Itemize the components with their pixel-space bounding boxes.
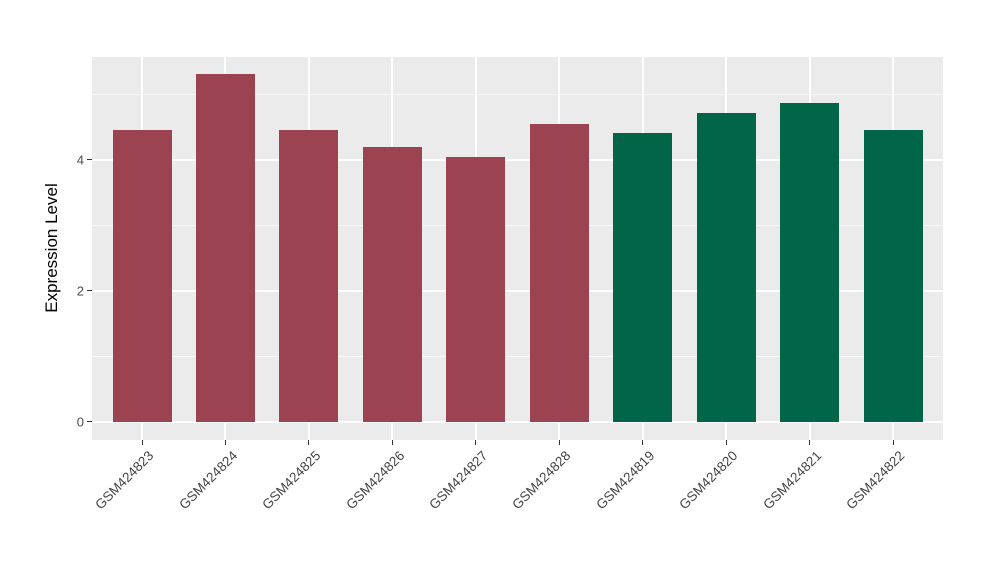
bar-GSM424828 xyxy=(529,124,589,422)
x-tick-mark-GSM424828 xyxy=(558,440,560,445)
bar-GSM424824 xyxy=(195,74,255,422)
x-tick-mark-GSM424827 xyxy=(475,440,477,445)
x-tick-label-GSM424828: GSM424828 xyxy=(509,448,574,513)
gridline-minor-y-5 xyxy=(92,93,943,95)
y-tick-mark-4 xyxy=(87,159,92,161)
y-tick-mark-0 xyxy=(87,421,92,423)
x-tick-label-GSM424821: GSM424821 xyxy=(759,448,825,513)
x-tick-label-GSM424820: GSM424820 xyxy=(676,448,741,513)
gridline-major-y-0 xyxy=(92,420,943,423)
x-tick-mark-GSM424819 xyxy=(642,440,644,445)
x-tick-label-GSM424822: GSM424822 xyxy=(843,448,908,513)
bar-GSM424823 xyxy=(112,129,172,422)
gridline-major-y-4 xyxy=(92,158,943,161)
y-tick-label-4: 4 xyxy=(76,152,84,168)
y-tick-label-2: 2 xyxy=(76,283,84,299)
x-tick-mark-GSM424826 xyxy=(391,440,393,445)
x-tick-mark-GSM424820 xyxy=(725,440,727,445)
y-tick-label-0: 0 xyxy=(76,414,84,430)
y-tick-mark-2 xyxy=(87,290,92,292)
x-tick-label-GSM424819: GSM424819 xyxy=(593,448,658,513)
bar-GSM424820 xyxy=(696,112,756,422)
x-tick-mark-GSM424821 xyxy=(809,440,811,445)
bar-GSM424821 xyxy=(780,103,840,422)
x-tick-label-GSM424826: GSM424826 xyxy=(342,448,407,513)
x-tick-mark-GSM424824 xyxy=(224,440,226,445)
x-tick-label-GSM424827: GSM424827 xyxy=(426,448,491,513)
x-tick-mark-GSM424822 xyxy=(892,440,894,445)
gridline-major-y-2 xyxy=(92,289,943,292)
x-tick-label-GSM424825: GSM424825 xyxy=(259,448,324,513)
bar-GSM424819 xyxy=(613,132,673,422)
x-tick-mark-GSM424825 xyxy=(308,440,310,445)
gridline-minor-y-1 xyxy=(92,355,943,357)
x-tick-label-GSM424824: GSM424824 xyxy=(175,448,241,513)
bar-GSM424827 xyxy=(446,156,506,422)
x-tick-label-GSM424823: GSM424823 xyxy=(92,448,157,513)
bar-GSM424825 xyxy=(279,129,339,422)
bar-GSM424826 xyxy=(362,146,422,422)
bar-GSM424822 xyxy=(863,130,923,422)
gridline-minor-y-3 xyxy=(92,224,943,226)
x-tick-mark-GSM424823 xyxy=(141,440,143,445)
plot-panel xyxy=(92,57,943,440)
